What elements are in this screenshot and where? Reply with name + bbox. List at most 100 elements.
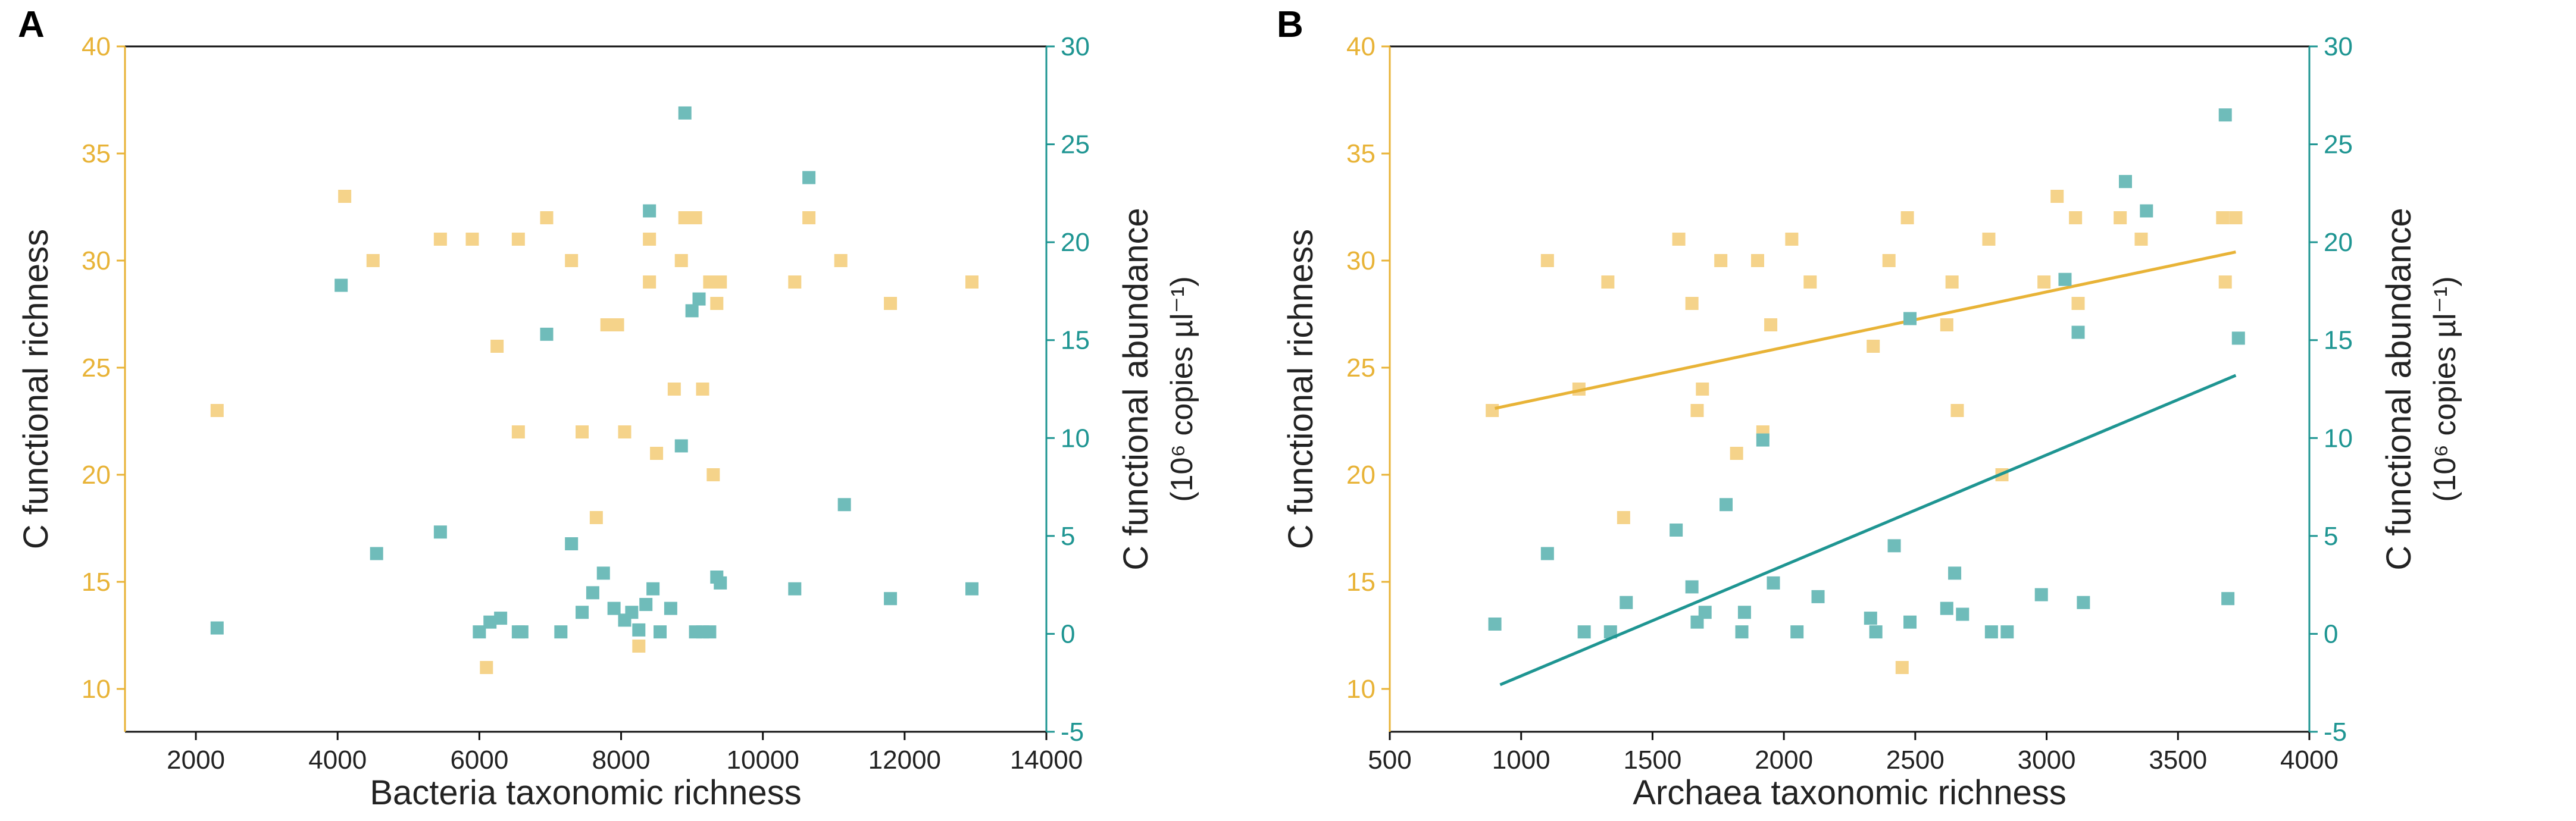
richness-point: [1764, 318, 1778, 331]
richness-point: [674, 254, 688, 267]
x-tick-label: 3000: [2018, 745, 2076, 775]
abundance-point: [1869, 625, 1883, 639]
left-y-tick-label: 20: [1346, 460, 1375, 490]
abundance-point: [685, 304, 699, 318]
abundance-point: [1811, 590, 1825, 603]
right-y-tick-label: -5: [2324, 717, 2347, 747]
left-y-tick-label: 15: [82, 568, 111, 597]
abundance-point: [1767, 576, 1780, 590]
abundance-point: [1735, 625, 1749, 639]
left-y-tick-label: 10: [1346, 675, 1375, 704]
abundance-point: [632, 623, 646, 637]
richness-point: [1882, 254, 1896, 267]
abundance-point: [1685, 580, 1699, 594]
x-tick-label: 8000: [592, 745, 651, 775]
left-y-tick-label: 40: [82, 32, 111, 61]
abundance-point: [483, 615, 497, 629]
richness-point: [1486, 404, 1499, 417]
richness-point: [834, 254, 848, 267]
abundance-point: [837, 498, 851, 512]
left-y-tick-label: 20: [82, 460, 111, 490]
abundance-point: [540, 327, 554, 341]
abundance-point: [1720, 498, 1733, 512]
richness-point: [490, 340, 504, 353]
panel-b: 500 1000 1500 2000 2500 3000 3500 4000 10 15 20 25 3…: [1277, 4, 2462, 812]
abundance-point: [576, 606, 589, 619]
richness-point: [667, 383, 681, 396]
left-y-tick-label: 30: [1346, 246, 1375, 275]
abundance-trendline: [1499, 374, 2237, 687]
richness-point: [632, 640, 646, 653]
abundance-point: [1620, 596, 1633, 609]
x-tick-label: 500: [1368, 745, 1411, 775]
right-y-tick-label: 25: [1061, 130, 1090, 159]
richness-point: [788, 275, 802, 289]
richness-point: [802, 211, 816, 224]
richness-point: [1900, 211, 1914, 224]
richness-point: [589, 511, 603, 524]
abundance-point: [473, 625, 486, 639]
richness-point: [1982, 233, 1996, 246]
abundance-point: [370, 547, 383, 560]
richness-point: [1714, 254, 1728, 267]
abundance-point: [674, 439, 688, 453]
right-y-tick-label: 30: [1061, 32, 1090, 61]
abundance-point: [678, 106, 692, 120]
richness-point: [2114, 211, 2127, 224]
abundance-point: [639, 598, 653, 612]
richness-point: [965, 275, 978, 289]
abundance-point: [1903, 615, 1917, 629]
left-y-tick-label: 10: [82, 675, 111, 704]
richness-point: [2069, 211, 2083, 224]
abundance-point: [1948, 566, 1962, 580]
richness-point: [1895, 661, 1909, 674]
richness-point: [338, 190, 352, 203]
abundance-point: [2218, 108, 2232, 122]
right-y-tick-label: 0: [1061, 619, 1075, 648]
panel-label: B: [1277, 4, 1303, 45]
abundance-point: [334, 278, 348, 292]
abundance-point: [1956, 607, 1969, 621]
richness-point: [1696, 383, 1709, 396]
x-tick-label: 1500: [1623, 745, 1681, 775]
richness-point: [1672, 233, 1686, 246]
abundance-point: [607, 601, 621, 615]
richness-point: [600, 318, 614, 331]
left-y-axis-title: C functional richness: [17, 229, 55, 549]
right-y-tick-label: 20: [2324, 228, 2353, 257]
left-y-tick-label: 30: [82, 246, 111, 275]
x-tick-label: 3500: [2149, 745, 2207, 775]
x-tick-label: 12000: [868, 745, 941, 775]
x-tick-label: 2500: [1886, 745, 1944, 775]
right-y-tick-label: 15: [1061, 326, 1090, 355]
richness-point: [2216, 211, 2230, 224]
richness-point: [465, 233, 479, 246]
richness-point: [2229, 211, 2243, 224]
abundance-point: [596, 566, 610, 580]
abundance-point: [1887, 539, 1901, 553]
abundance-point: [554, 625, 568, 639]
richness-point: [2037, 275, 2051, 289]
x-tick-label: 2000: [167, 745, 225, 775]
abundance-point: [2058, 272, 2072, 286]
right-y-tick-label: 5: [2324, 522, 2338, 551]
richness-point: [1540, 254, 1554, 267]
abundance-point: [654, 625, 667, 639]
richness-point: [565, 254, 579, 267]
right-y-axis-title: C functional abundance: [2380, 208, 2418, 570]
richness-point: [366, 254, 380, 267]
abundance-point: [1488, 617, 1502, 631]
richness-point: [689, 211, 702, 224]
richness-point: [2134, 233, 2148, 246]
abundance-point: [802, 171, 816, 184]
richness-point: [884, 297, 898, 310]
right-y-tick-label: 30: [2324, 32, 2353, 61]
richness-point: [714, 275, 727, 289]
left-y-tick-label: 35: [1346, 139, 1375, 168]
richness-point: [1685, 297, 1699, 310]
right-y-axis-units: (10⁶ copies µl⁻¹): [1165, 276, 1199, 502]
panel-label: A: [18, 4, 45, 45]
richness-point: [1867, 340, 1880, 353]
richness-point: [706, 468, 720, 481]
